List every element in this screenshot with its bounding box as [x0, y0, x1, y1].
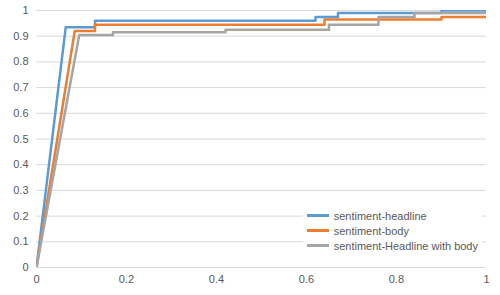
svg-text:0.6: 0.6 — [13, 107, 28, 119]
svg-text:0.7: 0.7 — [13, 81, 28, 93]
svg-text:1: 1 — [483, 273, 489, 285]
svg-text:0.8: 0.8 — [13, 55, 28, 67]
html-text:sentiment-headline: sentiment-headline — [333, 209, 427, 222]
svg-text:0.3: 0.3 — [13, 184, 28, 196]
svg-text:0.1: 0.1 — [13, 235, 28, 247]
html-text:sentiment-Headline with body: sentiment-Headline with body — [333, 239, 478, 252]
svg-text:0: 0 — [33, 273, 39, 285]
svg-text:0.6: 0.6 — [299, 273, 314, 285]
svg-text:0.2: 0.2 — [13, 210, 28, 222]
svg-text:0.2: 0.2 — [119, 273, 134, 285]
svg-text:0.8: 0.8 — [389, 273, 404, 285]
svg-text:0: 0 — [22, 261, 28, 273]
svg-text:0.4: 0.4 — [13, 158, 28, 170]
html-text:sentiment-body: sentiment-body — [333, 224, 409, 237]
svg-text:0.4: 0.4 — [209, 273, 224, 285]
svg-text:0.9: 0.9 — [13, 30, 28, 42]
svg-text:0.5: 0.5 — [13, 133, 28, 145]
svg-text:1: 1 — [22, 4, 28, 16]
